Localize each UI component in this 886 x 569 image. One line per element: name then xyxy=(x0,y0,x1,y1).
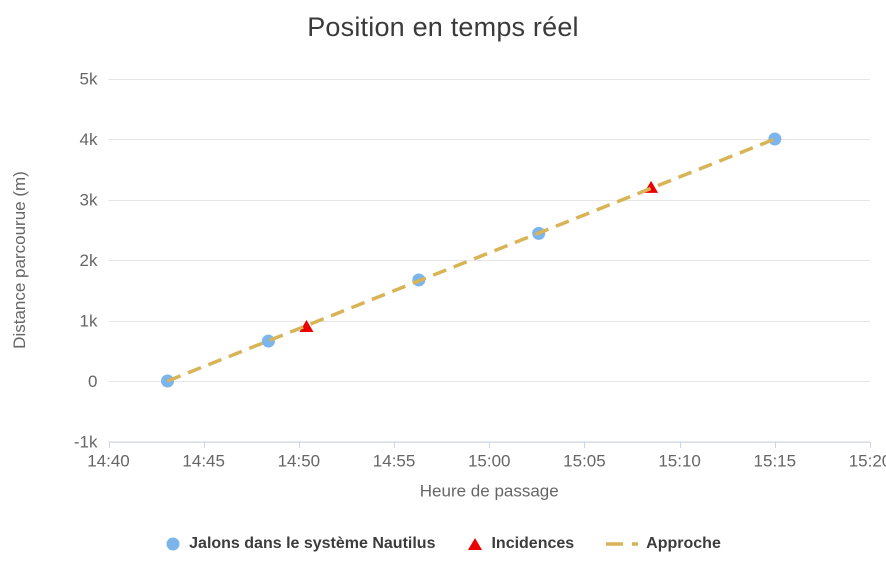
legend-label: Incidences xyxy=(491,535,575,552)
x-tick-label: 15:10 xyxy=(658,452,701,471)
y-tick-label: 3k xyxy=(80,191,98,210)
legend-item-incidences[interactable]: Incidences xyxy=(467,535,574,553)
y-tick-label: 4k xyxy=(80,130,98,149)
legend-label: Approche xyxy=(646,535,721,552)
x-axis-title: Heure de passage xyxy=(420,482,559,501)
x-tick-label: 15:20 xyxy=(849,452,886,471)
y-tick-label: 5k xyxy=(80,70,98,89)
x-tick-label: 15:05 xyxy=(563,452,606,471)
y-tick-label: 0 xyxy=(88,372,97,391)
y-tick-label: 2k xyxy=(80,251,98,270)
y-tick-label: 1k xyxy=(80,312,98,331)
data-point-jalons[interactable] xyxy=(261,334,275,348)
x-tick-label: 15:00 xyxy=(468,452,511,471)
y-tick-label: -1k xyxy=(74,433,98,452)
legend: Jalons dans le système Nautilus Incidence… xyxy=(0,535,886,553)
y-axis-title: Distance parcourue (m) xyxy=(10,171,29,349)
legend-dash-icon xyxy=(606,542,639,546)
x-tick-label: 14:45 xyxy=(182,452,225,471)
x-tick-label: 14:55 xyxy=(373,452,416,471)
x-tick-label: 14:50 xyxy=(278,452,321,471)
legend-label: Jalons dans le système Nautilus xyxy=(189,535,436,552)
x-tick-label: 15:15 xyxy=(754,452,797,471)
x-tick-label: 14:40 xyxy=(87,452,130,471)
legend-item-jalons[interactable]: Jalons dans le système Nautilus xyxy=(165,535,435,553)
data-point-incidences[interactable] xyxy=(299,320,314,333)
chart-title: Position en temps réel xyxy=(307,12,579,42)
legend-item-approche[interactable]: Approche xyxy=(606,535,721,553)
legend-circle-icon xyxy=(166,537,180,551)
legend-triangle-icon xyxy=(468,538,483,550)
data-point-jalons[interactable] xyxy=(768,132,782,146)
